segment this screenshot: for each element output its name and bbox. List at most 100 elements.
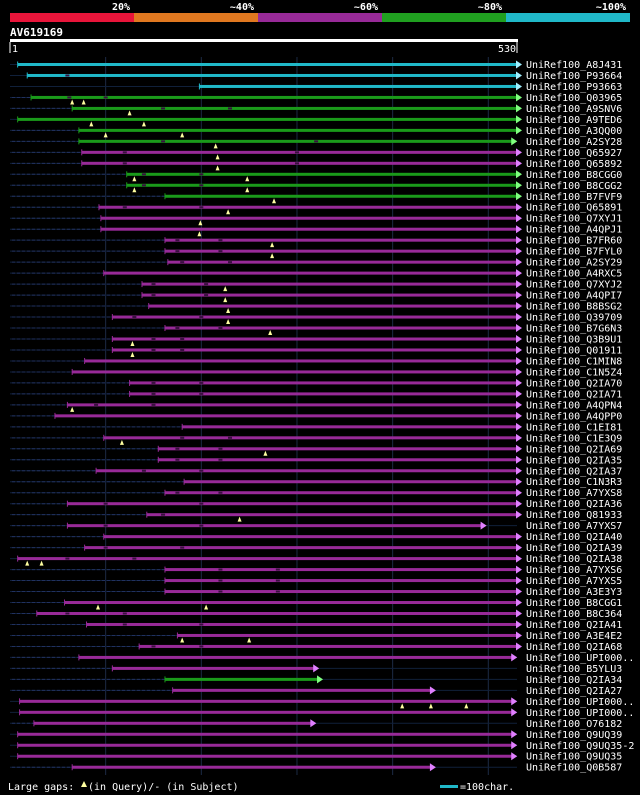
hit-label[interactable]: UniRef100_Q2IA38 [526, 554, 622, 565]
hit-label[interactable]: UniRef100_Q2IA34 [526, 675, 622, 686]
hit-row[interactable]: UniRef100_A3QQ00 [10, 126, 622, 138]
hit-row[interactable]: UniRef100_O76182 [10, 719, 622, 730]
hit-label[interactable]: UniRef100_Q81933 [526, 510, 622, 521]
hit-label[interactable]: UniRef100_Q2IA27 [526, 686, 622, 697]
hit-row[interactable]: UniRef100_A9TED6 [10, 115, 622, 127]
hit-label[interactable]: UniRef100_A9SNV6 [526, 104, 622, 115]
hit-row[interactable]: UniRef100_Q03965 [10, 93, 622, 105]
hit-label[interactable]: UniRef100_Q2IA69 [526, 444, 622, 455]
hit-label[interactable]: UniRef100_C1N3R3 [526, 477, 622, 488]
hit-label[interactable]: UniRef100_Q0B587 [526, 763, 622, 774]
hit-row[interactable]: UniRef100_Q2IA34 [10, 675, 622, 686]
hit-label[interactable]: UniRef100_Q2IA71 [526, 389, 622, 400]
hit-row[interactable]: UniRef100_Q65891 [10, 203, 622, 215]
hit-row[interactable]: UniRef100_Q3B9U1 [10, 335, 622, 347]
hit-row[interactable]: UniRef100_Q9UQ35-2 [10, 741, 634, 752]
hit-label[interactable]: UniRef100_A7YXS6 [526, 565, 622, 576]
hit-row[interactable]: UniRef100_Q2IA40 [10, 532, 622, 543]
hit-row[interactable]: UniRef100_A9SNV6 [10, 104, 622, 116]
hit-row[interactable]: UniRef100_UPI000.. [10, 653, 634, 664]
hit-row[interactable]: UniRef100_B7FVF9 [10, 192, 622, 204]
hit-row[interactable]: UniRef100_Q9UQ39 [10, 730, 622, 741]
hit-row[interactable]: UniRef100_C1MIN8 [10, 356, 622, 367]
hit-row[interactable]: UniRef100_A4QPJ1 [10, 225, 622, 237]
hit-label[interactable]: UniRef100_Q2IA37 [526, 466, 622, 477]
hit-row[interactable]: UniRef100_B8BSG2 [10, 302, 622, 314]
hit-label[interactable]: UniRef100_C1MIN8 [526, 356, 622, 367]
hit-label[interactable]: UniRef100_B8BSG2 [526, 302, 622, 313]
hit-row[interactable]: UniRef100_Q0B587 [10, 763, 622, 774]
hit-label[interactable]: UniRef100_P93663 [526, 82, 622, 93]
hit-row[interactable]: UniRef100_B7G6N3 [10, 324, 622, 336]
hit-row[interactable]: UniRef100_Q2IA71 [10, 389, 622, 400]
hit-row[interactable]: UniRef100_Q9UQ35 [10, 752, 622, 763]
hit-label[interactable]: UniRef100_B8C364 [526, 609, 622, 620]
hit-label[interactable]: UniRef100_Q9UQ35 [526, 752, 622, 763]
hit-row[interactable]: UniRef100_A4QPI7 [10, 291, 622, 303]
hit-row[interactable]: UniRef100_B5YLU3 [10, 664, 622, 675]
hit-row[interactable]: UniRef100_Q2IA68 [10, 642, 622, 653]
hit-label[interactable]: UniRef100_A7YXS5 [526, 576, 622, 587]
hit-label[interactable]: UniRef100_B5YLU3 [526, 664, 622, 675]
hit-label[interactable]: UniRef100_B7FYL0 [526, 247, 622, 258]
hit-row[interactable]: UniRef100_A7YXS6 [10, 565, 622, 576]
hit-row[interactable]: UniRef100_A4RXC5 [10, 269, 622, 280]
hit-label[interactable]: UniRef100_B8CGG2 [526, 181, 622, 192]
hit-row[interactable]: UniRef100_B7FYL0 [10, 247, 622, 259]
hit-label[interactable]: UniRef100_Q2IA36 [526, 499, 622, 510]
hit-label[interactable]: UniRef100_B8CGG0 [526, 170, 622, 181]
hit-row[interactable]: UniRef100_P93664 [10, 71, 622, 82]
hit-label[interactable]: UniRef100_A3E4E2 [526, 631, 622, 642]
hit-label[interactable]: UniRef100_C1N5Z4 [526, 367, 622, 378]
hit-label[interactable]: UniRef100_B7FVF9 [526, 192, 622, 203]
hit-row[interactable]: UniRef100_A8J431 [10, 60, 622, 71]
hit-label[interactable]: UniRef100_Q7XYJ2 [526, 280, 622, 291]
hit-label[interactable]: UniRef100_C1EI81 [526, 422, 622, 433]
hit-row[interactable]: UniRef100_Q39709 [10, 313, 622, 325]
hit-label[interactable]: UniRef100_UPI000.. [526, 653, 634, 664]
hit-row[interactable]: UniRef100_A4QPN4 [10, 400, 622, 412]
hit-label[interactable]: UniRef100_P93664 [526, 71, 622, 82]
hit-label[interactable]: UniRef100_B8CGG1 [526, 598, 622, 609]
hit-label[interactable]: UniRef100_A8J431 [526, 60, 622, 71]
hit-label[interactable]: UniRef100_UPI000.. [526, 708, 634, 719]
hit-label[interactable]: UniRef100_C1E3Q9 [526, 433, 622, 444]
hit-label[interactable]: UniRef100_Q2IA41 [526, 620, 622, 631]
hit-label[interactable]: UniRef100_Q7XYJ1 [526, 214, 622, 225]
hit-row[interactable]: UniRef100_C1EI81 [10, 422, 622, 433]
hit-row[interactable]: UniRef100_B8CGG0 [10, 170, 622, 182]
hit-row[interactable]: UniRef100_Q7XYJ2 [10, 280, 622, 292]
hit-row[interactable]: UniRef100_B7FR60 [10, 236, 622, 248]
hit-row[interactable]: UniRef100_A3E3Y3 [10, 587, 622, 598]
hit-row[interactable]: UniRef100_Q2IA36 [10, 499, 622, 510]
hit-label[interactable]: UniRef100_Q65892 [526, 159, 622, 170]
hit-row[interactable]: UniRef100_B8CGG1 [10, 598, 622, 610]
hit-row[interactable]: UniRef100_P93663 [10, 82, 622, 93]
hit-row[interactable]: UniRef100_Q2IA70 [10, 378, 622, 389]
hit-row[interactable]: UniRef100_Q81933 [10, 510, 622, 522]
hit-row[interactable]: UniRef100_Q2IA38 [10, 554, 622, 566]
hit-label[interactable]: UniRef100_A4QPP0 [526, 411, 622, 422]
hit-row[interactable]: UniRef100_Q2IA35 [10, 455, 622, 466]
hit-row[interactable]: UniRef100_UPI000.. [10, 708, 634, 719]
hit-row[interactable]: UniRef100_Q65927 [10, 148, 622, 160]
hit-label[interactable]: UniRef100_B7G6N3 [526, 324, 622, 335]
hit-label[interactable]: UniRef100_A7YXS7 [526, 521, 622, 532]
hit-label[interactable]: UniRef100_Q2IA40 [526, 532, 622, 543]
hit-row[interactable]: UniRef100_B8C364 [10, 609, 622, 620]
hit-label[interactable]: UniRef100_Q9UQ39 [526, 730, 622, 741]
hit-row[interactable]: UniRef100_Q2IA37 [10, 466, 622, 477]
hit-label[interactable]: UniRef100_A3E3Y3 [526, 587, 622, 598]
hit-label[interactable]: UniRef100_Q03965 [526, 93, 622, 104]
hit-label[interactable]: UniRef100_Q3B9U1 [526, 335, 622, 346]
hit-label[interactable]: UniRef100_B7FR60 [526, 236, 622, 247]
hit-label[interactable]: UniRef100_A2SY29 [526, 258, 622, 269]
hit-label[interactable]: UniRef100_A4QPI7 [526, 291, 622, 302]
hit-row[interactable]: UniRef100_A7YXS7 [10, 521, 622, 532]
hit-row[interactable]: UniRef100_A4QPP0 [10, 411, 622, 422]
hit-row[interactable]: UniRef100_C1E3Q9 [10, 433, 622, 445]
hit-label[interactable]: UniRef100_Q2IA70 [526, 378, 622, 389]
hit-label[interactable]: UniRef100_Q9UQ35-2 [526, 741, 634, 752]
hit-row[interactable]: UniRef100_A2SY28 [10, 137, 622, 149]
hit-label[interactable]: UniRef100_A7YXS8 [526, 488, 622, 499]
